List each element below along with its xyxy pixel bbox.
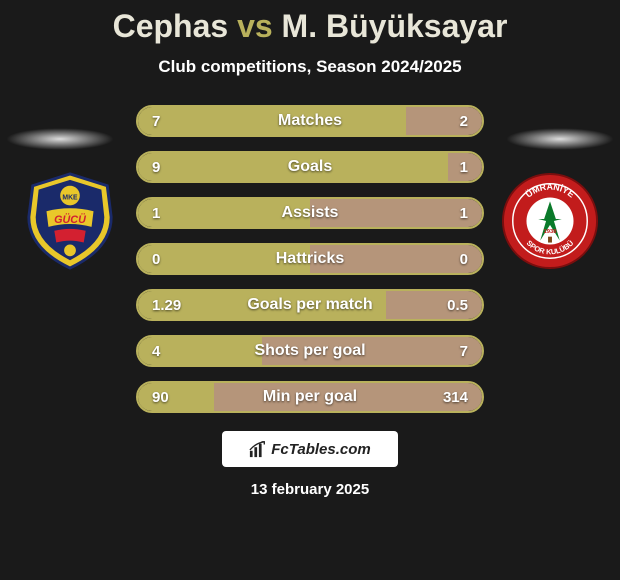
stat-row: 9Goals1 [136,151,484,183]
stat-label: Hattricks [202,250,418,268]
stat-label: Goals [202,158,418,176]
stat-value-right: 1 [418,205,482,222]
stat-value-right: 0.5 [418,297,482,314]
stat-row: 1Assists1 [136,197,484,229]
page-title: Cephas vs M. Büyüksayar [0,8,620,45]
vs-separator: vs [237,8,273,44]
stat-value-left: 0 [138,251,202,268]
stat-value-left: 9 [138,159,202,176]
stat-row: 1.29Goals per match0.5 [136,289,484,321]
stat-row: 4Shots per goal7 [136,335,484,367]
svg-text:GÜCÜ: GÜCÜ [54,213,86,226]
comparison-card: Cephas vs M. Büyüksayar Club competition… [0,0,620,580]
stat-value-left: 4 [138,343,202,360]
stat-value-left: 90 [138,389,202,406]
stat-value-right: 7 [418,343,482,360]
stat-label: Matches [202,112,418,130]
fctables-logo-icon [249,440,267,458]
badge-shadow-left [6,128,114,150]
club-badge-right: ÜMRANİYE SPOR KULÜBÜ 1938 [501,172,599,270]
badge-shadow-right [506,128,614,150]
player-left-name: Cephas [113,8,229,44]
stat-value-right: 2 [418,113,482,130]
branding-label: FcTables.com [271,441,370,458]
stat-row: 0Hattricks0 [136,243,484,275]
stat-value-left: 1.29 [138,297,202,314]
svg-text:1938: 1938 [543,229,557,235]
stat-value-left: 7 [138,113,202,130]
stat-value-right: 314 [418,389,482,406]
svg-text:MKE: MKE [62,194,78,201]
stat-label: Assists [202,204,418,222]
stat-row: 90Min per goal314 [136,381,484,413]
stat-value-right: 1 [418,159,482,176]
club-badge-left: MKE GÜCÜ [21,172,119,270]
branding-badge: FcTables.com [222,431,398,467]
stats-list: 7Matches29Goals11Assists10Hattricks01.29… [136,105,484,413]
stat-label: Goals per match [202,296,418,314]
subtitle: Club competitions, Season 2024/2025 [0,57,620,77]
stat-label: Shots per goal [202,342,418,360]
umraniyespor-badge-icon: ÜMRANİYE SPOR KULÜBÜ 1938 [501,172,599,270]
stat-row: 7Matches2 [136,105,484,137]
ankaragucu-badge-icon: MKE GÜCÜ [21,172,119,270]
stat-value-right: 0 [418,251,482,268]
date-label: 13 february 2025 [0,481,620,498]
stat-value-left: 1 [138,205,202,222]
stat-label: Min per goal [202,388,418,406]
player-right-name: M. Büyüksayar [282,8,508,44]
